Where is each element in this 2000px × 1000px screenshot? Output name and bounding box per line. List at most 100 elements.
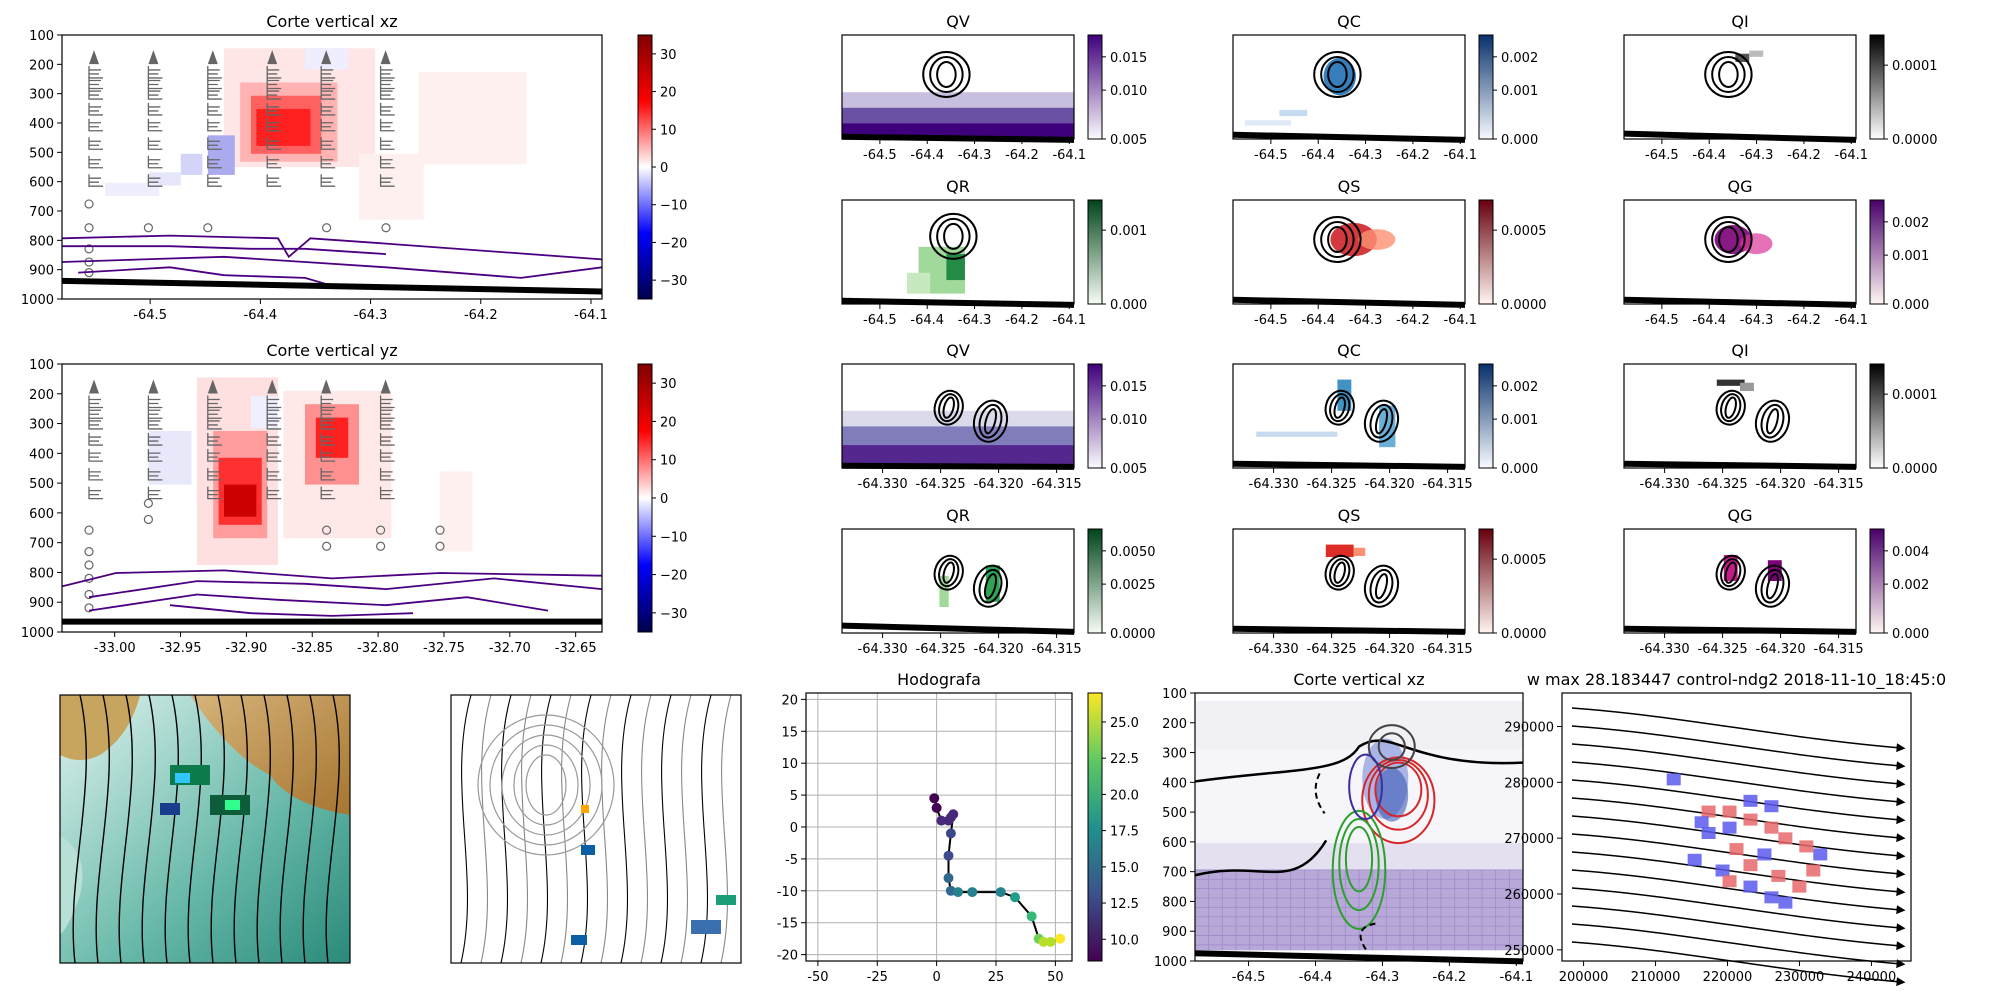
wind-barb <box>266 486 282 500</box>
field-cell <box>1353 547 1366 557</box>
wind-barb <box>320 87 336 100</box>
wind-barb <box>379 87 395 100</box>
colorbar-tick-label: 0 <box>660 161 668 176</box>
theta-contour <box>61 255 603 279</box>
colorbar-tick-label: 0.001 <box>1501 84 1538 99</box>
calm-wind-marker <box>84 603 94 613</box>
terrain-line <box>842 133 1074 143</box>
y-tick-label: 1000 <box>1154 955 1187 970</box>
colorbar-tick-label: 10.0 <box>1110 933 1139 948</box>
wind-barb <box>147 65 163 79</box>
theta-contour <box>169 604 414 617</box>
wind-barb <box>207 486 222 500</box>
colorbar-tick-label: 0.0050 <box>1110 545 1156 560</box>
x-tick-label: -32.95 <box>160 641 202 656</box>
y-tick-label: 200 <box>29 388 54 403</box>
calm-wind-marker <box>322 525 332 535</box>
axes-frame <box>1232 34 1466 140</box>
hodograph-point <box>1045 936 1056 947</box>
x-tick-label: -64.2 <box>464 308 498 323</box>
streamline <box>210 694 225 964</box>
x-tick-label: -64.3 <box>1349 313 1383 328</box>
streamline <box>302 694 317 964</box>
wind-barb <box>379 102 395 116</box>
y-tick-label: 20 <box>781 693 798 708</box>
w-cell <box>1715 864 1730 877</box>
y-tick-label: 100 <box>29 29 54 44</box>
terrain-line <box>842 622 1074 635</box>
contour <box>1324 389 1355 426</box>
streamline <box>233 694 248 964</box>
calm-wind-marker <box>84 244 94 254</box>
colorbar-tick-label: 20.0 <box>1110 788 1139 803</box>
wind-barb <box>321 379 332 394</box>
y-tick-label: 290000 <box>1504 721 1554 736</box>
x-tick-label: -64.1 <box>1443 148 1477 163</box>
panel-title: QR <box>946 506 970 525</box>
contour <box>1324 554 1355 591</box>
y-tick-label: 250000 <box>1504 944 1554 959</box>
colorbar-tick-label: 0.0001 <box>1892 59 1938 74</box>
w-field-cell <box>224 484 257 517</box>
x-tick-label: -64.4 <box>1301 313 1335 328</box>
contour <box>1313 216 1362 263</box>
contour <box>1754 399 1791 443</box>
x-tick-label: -64.330 <box>858 642 908 657</box>
precip-cell <box>175 773 190 783</box>
y-tick-label: 900 <box>29 264 54 279</box>
x-tick-label: -32.90 <box>225 641 267 656</box>
colorbar-tick-label: 0.0000 <box>1892 462 1938 477</box>
qr-contour <box>1344 826 1374 893</box>
x-tick-label: -64.5 <box>1254 313 1288 328</box>
x-tick-label: -64.1 <box>1052 148 1086 163</box>
w-cell <box>1743 813 1758 826</box>
y-tick-label: 500 <box>1162 806 1187 821</box>
wind-barb <box>89 379 99 394</box>
colorbar-tick-label: 10 <box>660 454 677 469</box>
colorbar-tick-label: −20 <box>660 569 687 584</box>
contour <box>1333 561 1346 584</box>
x-tick-label: -64.315 <box>1032 642 1082 657</box>
contour <box>1369 568 1394 604</box>
colorbar <box>637 34 653 300</box>
y-tick-label: 800 <box>1162 895 1187 910</box>
axes-frame <box>1623 363 1857 469</box>
y-tick-label: 10 <box>781 757 798 772</box>
axes-frame <box>1623 199 1857 305</box>
colorbar-tick-label: −10 <box>660 199 687 214</box>
panel-title: QG <box>1728 177 1753 196</box>
y-tick-label: -15 <box>777 917 798 932</box>
wind-barb <box>320 416 336 430</box>
w-cell <box>1764 821 1779 834</box>
streamline <box>560 694 572 964</box>
colorbar-tick-label: 0.002 <box>1501 380 1538 395</box>
axes-frame <box>1232 363 1466 469</box>
colorbar-tick-label: 0.000 <box>1501 462 1538 477</box>
wind-barb <box>207 467 222 481</box>
wind-barb <box>379 449 395 462</box>
terrain-contour <box>501 734 591 836</box>
contour <box>936 61 957 88</box>
w-field-cell <box>440 471 473 552</box>
colorbar-tick-label: 0.0000 <box>1501 627 1547 642</box>
x-tick-label: -64.2 <box>1396 313 1430 328</box>
hodograph-point <box>943 850 954 861</box>
field-cell <box>946 254 965 281</box>
contour <box>1313 51 1362 98</box>
wind-barb <box>147 137 163 150</box>
field-blob <box>1740 233 1773 255</box>
contour <box>942 396 955 419</box>
x-tick-label: -64.3 <box>1740 313 1774 328</box>
panel-title: w max 28.183447 control-ndg2 2018-11-10_… <box>1527 670 1946 690</box>
axes-frame <box>1232 528 1466 634</box>
y-tick-label: 300 <box>29 418 54 433</box>
calm-wind-marker <box>143 223 153 233</box>
qr-contour <box>1338 817 1380 912</box>
streamline <box>1571 779 1906 825</box>
streamline <box>1571 887 1906 933</box>
panel-title: QS <box>1338 506 1361 525</box>
field-cell <box>939 575 949 607</box>
colorbar-tick-label: 0.000 <box>1501 133 1538 148</box>
wind-barb <box>266 416 282 430</box>
map-bg <box>451 695 741 963</box>
